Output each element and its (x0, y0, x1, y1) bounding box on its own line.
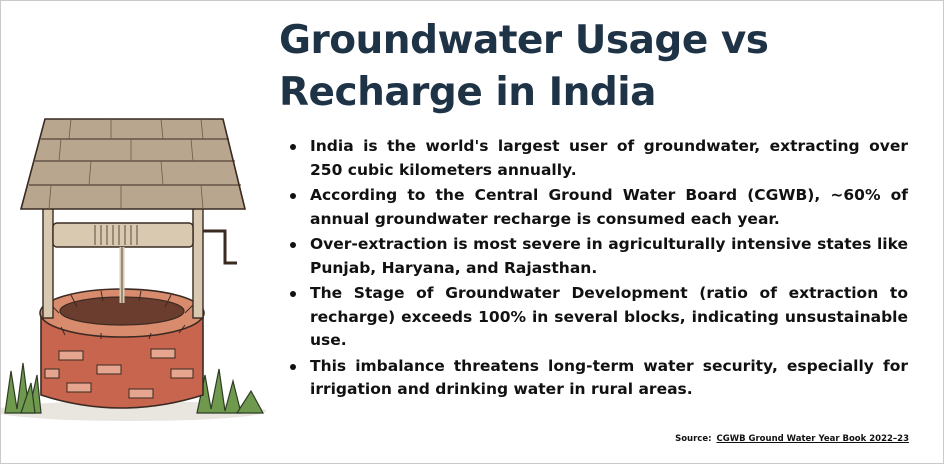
title-line-1: Groundwater Usage vs (279, 18, 769, 63)
list-item: The Stage of Groundwater Development (ra… (288, 282, 908, 353)
title-line-2: Recharge in India (279, 70, 656, 115)
bullet-text: The Stage of Groundwater Development (ra… (310, 284, 908, 349)
source-citation: Source: CGWB Ground Water Year Book 2022… (675, 434, 909, 444)
roof (19, 118, 247, 210)
bullet-text: Over-extraction is most severe in agricu… (310, 235, 908, 277)
right-post (192, 202, 204, 319)
water-well-illustration (1, 118, 266, 421)
list-item: According to the Central Ground Water Bo… (288, 184, 908, 231)
grass-left-icon (4, 362, 42, 414)
list-item: Over-extraction is most severe in agricu… (288, 233, 908, 280)
left-post (42, 202, 54, 319)
bullet-dot-icon (290, 193, 296, 199)
bullet-dot-icon (290, 144, 296, 150)
bullet-text: India is the world's largest user of gro… (310, 137, 908, 179)
page-title: Groundwater Usage vs Recharge in India (279, 15, 919, 119)
bullet-list: India is the world's largest user of gro… (288, 135, 908, 404)
bullet-dot-icon (290, 291, 296, 297)
bullet-dot-icon (290, 363, 296, 370)
list-item: This imbalance threatens long-term water… (288, 355, 908, 402)
list-item: India is the world's largest user of gro… (288, 135, 908, 182)
source-link[interactable]: CGWB Ground Water Year Book 2022–23 (716, 434, 909, 444)
windlass (52, 222, 194, 248)
bullet-text: This imbalance threatens long-term water… (310, 356, 908, 399)
crank-handle-icon (203, 229, 237, 265)
bullet-dot-icon (290, 242, 296, 248)
grass-right-icon (196, 368, 265, 414)
source-label: Source: (675, 434, 712, 444)
bullet-text: According to the Central Ground Water Bo… (310, 186, 908, 228)
